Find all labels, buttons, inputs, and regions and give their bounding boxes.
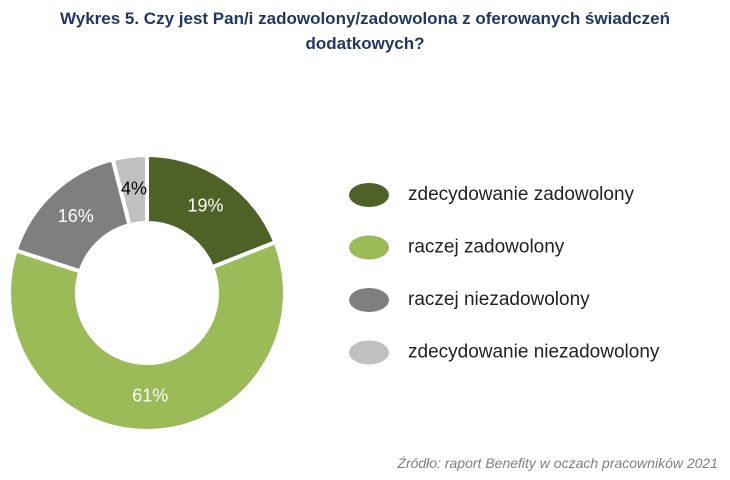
legend-marker (349, 340, 389, 365)
legend-label: zdecydowanie niezadowolony (408, 342, 660, 363)
data-label: 4% (121, 179, 147, 199)
legend-marker (349, 183, 389, 207)
chart-title: Wykres 5. Czy jest Pan/i zadowolony/zado… (60, 9, 670, 53)
data-label: 61% (132, 386, 168, 406)
data-label: 19% (187, 196, 223, 216)
legend-marker (349, 288, 389, 312)
legend-label: raczej niezadowolony (408, 289, 590, 310)
donut-slice (145, 152, 278, 270)
source-note: Źródło: raport Benefity w oczach pracown… (397, 455, 718, 471)
legend-marker (349, 235, 389, 260)
donut-slice (110, 152, 149, 228)
data-label: 16% (58, 206, 94, 226)
donut-slice (7, 239, 287, 433)
legend-label: zdecydowanie zadowolony (408, 184, 635, 205)
legend-label: raczej zadowolony (408, 237, 565, 258)
